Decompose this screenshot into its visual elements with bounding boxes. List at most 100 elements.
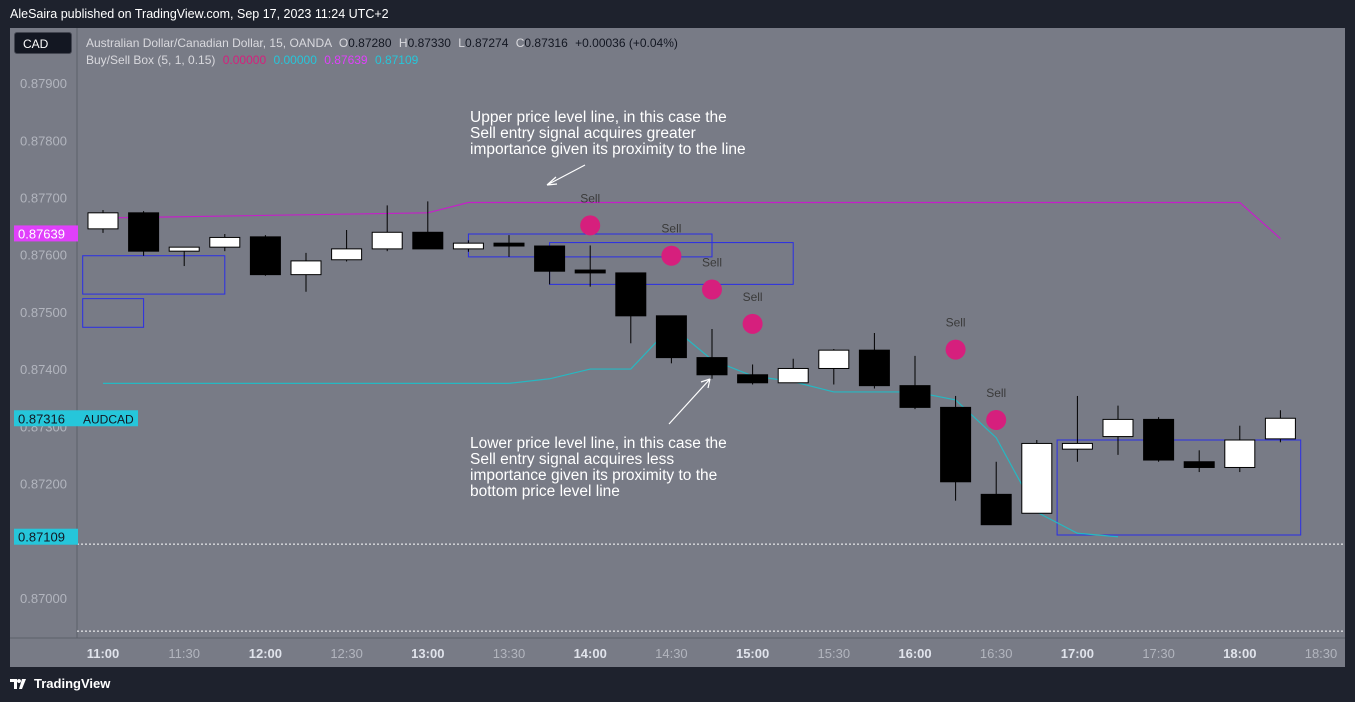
candle-body[interactable] bbox=[371, 231, 403, 250]
price-label-badge bbox=[14, 225, 78, 242]
price-change: +0.00036 (+0.04%) bbox=[575, 36, 678, 50]
upper-level-line bbox=[102, 201, 1281, 240]
published-by-text: AleSaira published on TradingView.com, S… bbox=[10, 7, 389, 21]
x-tick-label: 12:30 bbox=[330, 646, 363, 661]
candle-body[interactable] bbox=[1143, 418, 1175, 461]
x-tick-label: 16:30 bbox=[980, 646, 1013, 661]
sell-signal-dot[interactable] bbox=[661, 245, 682, 266]
sell-box bbox=[82, 298, 145, 328]
tradingview-logo-icon bbox=[10, 678, 30, 690]
candle-body[interactable] bbox=[615, 272, 647, 317]
candle-body[interactable] bbox=[1264, 417, 1296, 440]
annotation-text: Sell entry signal acquires less bbox=[470, 451, 674, 468]
y-tick-label: 0.87000 bbox=[20, 591, 67, 606]
candle-body[interactable] bbox=[1102, 418, 1134, 438]
y-tick-label: 0.87200 bbox=[20, 477, 67, 492]
close-value: 0.87316 bbox=[524, 36, 568, 50]
annotation-arrow-lower bbox=[668, 378, 711, 425]
candle-body[interactable] bbox=[209, 236, 241, 248]
chart-pane[interactable]: 0.87900 0.87800 0.87700 0.87600 0.87500 0.874… bbox=[10, 28, 1345, 667]
sell-signal-dot[interactable] bbox=[742, 313, 763, 334]
sell-box bbox=[1056, 439, 1302, 536]
x-tick-label: 16:00 bbox=[898, 646, 931, 661]
tradingview-brand[interactable]: TradingView bbox=[10, 676, 110, 691]
high-label: H bbox=[398, 36, 408, 50]
sell-signal-dot[interactable] bbox=[580, 215, 601, 236]
candle-body[interactable] bbox=[696, 357, 728, 376]
price-label-value: 0.87639 bbox=[18, 226, 65, 241]
open-label: O bbox=[338, 36, 349, 50]
indicator-title[interactable]: Buy/Sell Box (5, 1, 0.15) bbox=[86, 53, 216, 67]
open-value: 0.87280 bbox=[348, 36, 392, 50]
sell-signal-label: Sell bbox=[661, 222, 681, 236]
candle-body[interactable] bbox=[1061, 442, 1093, 450]
sell-signal-dot[interactable] bbox=[986, 409, 1007, 430]
sell-signal-dot[interactable] bbox=[945, 339, 966, 360]
sell-signal-dot[interactable] bbox=[702, 279, 722, 300]
annotation-text: importance given its proximity to the bbox=[470, 467, 717, 484]
candle-body[interactable] bbox=[1224, 439, 1256, 468]
sell-signal-label: Sell bbox=[986, 386, 1006, 400]
candle-body[interactable] bbox=[899, 385, 931, 408]
indicator-legend: Buy/Sell Box (5, 1, 0.15) 0.00000 0.0000… bbox=[86, 53, 418, 67]
low-label: L bbox=[458, 36, 465, 50]
candle-body[interactable] bbox=[737, 374, 769, 384]
candle-body[interactable] bbox=[290, 260, 322, 276]
y-tick-label: 0.87700 bbox=[20, 191, 67, 206]
candle-body[interactable] bbox=[574, 269, 606, 274]
instrument-title[interactable]: Australian Dollar/Canadian Dollar, 15, O… bbox=[86, 36, 332, 50]
x-tick-label: 17:00 bbox=[1061, 646, 1094, 661]
currency-symbol-box[interactable]: CAD bbox=[14, 32, 72, 54]
y-tick-label: 0.87900 bbox=[20, 76, 67, 91]
sell-signal-label: Sell bbox=[743, 290, 763, 304]
x-tick-label: 15:30 bbox=[818, 646, 851, 661]
currency-symbol-label: CAD bbox=[23, 37, 49, 51]
symbol-badge-label: AUDCAD bbox=[83, 412, 134, 426]
candle-body[interactable] bbox=[493, 242, 525, 247]
candle-body[interactable] bbox=[858, 349, 890, 387]
candle-body[interactable] bbox=[128, 212, 160, 252]
candle-body[interactable] bbox=[980, 493, 1012, 526]
y-tick-label: 0.87600 bbox=[20, 248, 67, 263]
candle-body[interactable] bbox=[655, 315, 687, 359]
annotation-text: Sell entry signal acquires greater bbox=[470, 125, 696, 142]
indicator-value-2: 0.00000 bbox=[273, 53, 317, 67]
symbol-badge bbox=[78, 410, 138, 427]
indicator-value-3: 0.87639 bbox=[324, 53, 368, 67]
candle-body[interactable] bbox=[87, 212, 119, 230]
indicator-value-4: 0.87109 bbox=[374, 53, 419, 67]
x-tick-label: 15:00 bbox=[736, 646, 769, 661]
candle-body[interactable] bbox=[940, 406, 972, 483]
x-tick-label: 18:00 bbox=[1223, 646, 1256, 661]
sell-signal-label: Sell bbox=[702, 256, 722, 270]
chart-canvas[interactable]: 0.87900 0.87800 0.87700 0.87600 0.87500 0.874… bbox=[10, 28, 1345, 667]
candle-body[interactable] bbox=[1021, 442, 1053, 514]
high-value: 0.87330 bbox=[407, 36, 451, 50]
candle-body[interactable] bbox=[777, 367, 809, 384]
price-label-badge bbox=[14, 528, 78, 545]
y-tick-label: 0.87800 bbox=[20, 133, 67, 148]
sell-signal-label: Sell bbox=[946, 316, 966, 330]
candle-body[interactable] bbox=[412, 231, 444, 250]
candle-body[interactable] bbox=[818, 349, 850, 369]
candle-body[interactable] bbox=[249, 236, 281, 276]
candle-body[interactable] bbox=[1183, 461, 1215, 468]
close-label: C bbox=[515, 36, 525, 50]
annotation-arrow-upper bbox=[546, 164, 586, 186]
annotation-text: importance given its proximity to the li… bbox=[470, 141, 746, 158]
candle-body[interactable] bbox=[331, 248, 363, 261]
x-tick-label: 13:30 bbox=[493, 646, 526, 661]
candle-body[interactable] bbox=[452, 242, 484, 250]
candle-body[interactable] bbox=[534, 245, 566, 272]
x-tick-label: 18:30 bbox=[1305, 646, 1338, 661]
price-label-badge bbox=[14, 410, 78, 427]
candle-body[interactable] bbox=[168, 246, 200, 252]
annotation-text: Lower price level line, in this case the bbox=[470, 435, 727, 452]
x-tick-label: 11:30 bbox=[168, 646, 200, 661]
annotation-text: Upper price level line, in this case the bbox=[470, 109, 727, 126]
price-label-value: 0.87316 bbox=[18, 411, 65, 426]
brand-name: TradingView bbox=[34, 676, 111, 691]
x-tick-label: 12:00 bbox=[249, 646, 282, 661]
low-value: 0.87274 bbox=[464, 36, 509, 50]
x-tick-label: 11:00 bbox=[87, 646, 120, 661]
